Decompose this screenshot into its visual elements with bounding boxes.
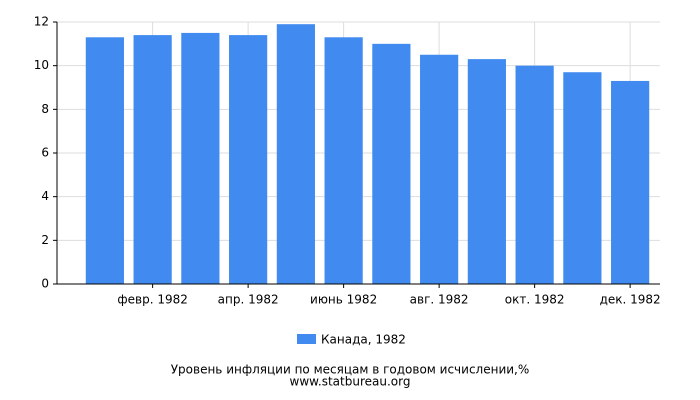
- y-tick-label: 4: [41, 189, 49, 203]
- x-tick-label: февр. 1982: [117, 293, 188, 307]
- bar: [611, 80, 650, 284]
- x-tick-label: апр. 1982: [218, 293, 279, 307]
- bar: [181, 32, 220, 284]
- y-tick-label: 0: [41, 277, 49, 291]
- bar: [467, 59, 506, 284]
- bar: [276, 24, 315, 285]
- x-tick-label: окт. 1982: [505, 293, 565, 307]
- bar: [229, 35, 268, 284]
- y-tick-label: 12: [34, 15, 49, 29]
- legend-label: Канада, 1982: [321, 333, 406, 347]
- x-tick-label: дек. 1982: [600, 293, 661, 307]
- y-tick-label: 6: [41, 146, 49, 160]
- bar: [133, 35, 172, 284]
- bar: [420, 54, 459, 284]
- chart-title: Уровень инфляции по месяцам в годовом ис…: [171, 363, 530, 377]
- x-tick-label: июнь 1982: [310, 293, 377, 307]
- chart-subtitle: www.statbureau.org: [290, 375, 411, 389]
- legend-swatch: [297, 334, 316, 344]
- y-tick-label: 2: [41, 233, 49, 247]
- x-tick-label: авг. 1982: [410, 293, 469, 307]
- bar: [563, 72, 602, 284]
- bar: [372, 43, 411, 285]
- y-tick-label: 8: [41, 102, 49, 116]
- y-tick-label: 10: [34, 58, 49, 72]
- bar: [515, 65, 554, 285]
- bar: [85, 37, 124, 285]
- bar: [324, 37, 363, 285]
